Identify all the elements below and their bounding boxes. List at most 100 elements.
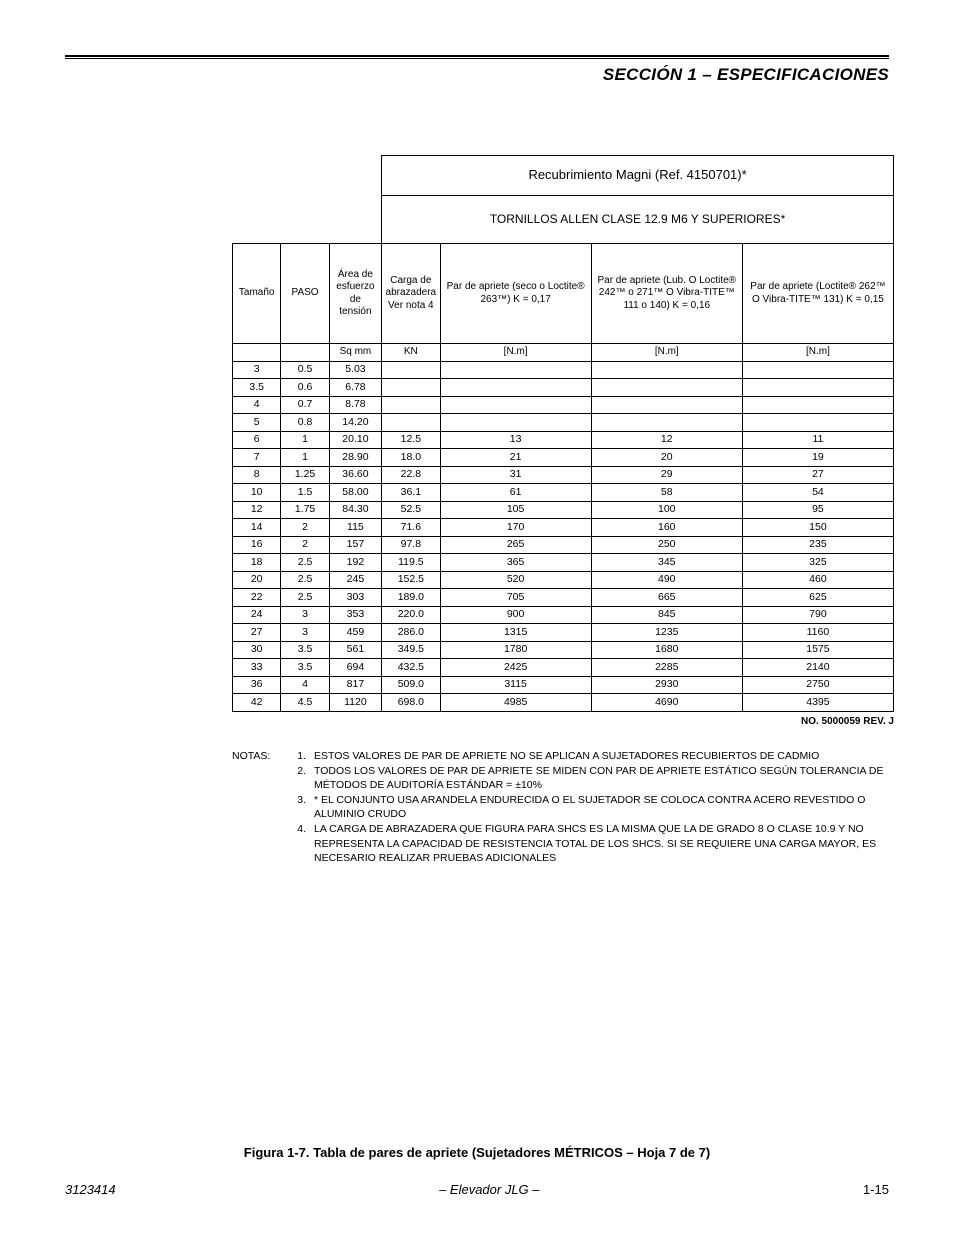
table-row: 14211571.6170160150 xyxy=(233,519,894,537)
table-cell: 665 xyxy=(591,589,742,607)
table-cell: 27 xyxy=(742,466,893,484)
table-cell: 189.0 xyxy=(382,589,440,607)
table-cell: 84.30 xyxy=(329,501,381,519)
table-cell: 845 xyxy=(591,606,742,624)
table-row: 333.5694432.5242522852140 xyxy=(233,659,894,677)
table-cell: 12 xyxy=(591,431,742,449)
table-cell: 3.5 xyxy=(281,659,329,677)
table-cell: 250 xyxy=(591,536,742,554)
table-row: 424.51120698.0498546904395 xyxy=(233,694,894,712)
table-cell: 95 xyxy=(742,501,893,519)
table-cell xyxy=(382,379,440,397)
table-cell: 71.6 xyxy=(382,519,440,537)
table-cell: 325 xyxy=(742,554,893,572)
table-cell: 3 xyxy=(281,606,329,624)
table-cell xyxy=(742,379,893,397)
table-cell: 20.10 xyxy=(329,431,381,449)
table-cell: 2285 xyxy=(591,659,742,677)
note-number: 2. xyxy=(290,764,306,792)
torque-table-container: Recubrimiento Magni (Ref. 4150701)* TORN… xyxy=(232,155,894,727)
table-cell: 115 xyxy=(329,519,381,537)
table-cell: 31 xyxy=(440,466,591,484)
table-cell: 345 xyxy=(591,554,742,572)
table-cell: 4 xyxy=(281,676,329,694)
table-row: 40.78.78 xyxy=(233,396,894,414)
table-cell: 2.5 xyxy=(281,589,329,607)
notes-label: NOTAS: xyxy=(232,749,290,866)
table-cell: 152.5 xyxy=(382,571,440,589)
note-item: 2. TODOS LOS VALORES DE PAR DE APRIETE SE… xyxy=(290,764,892,792)
table-cell: 2425 xyxy=(440,659,591,677)
table-cell: 11 xyxy=(742,431,893,449)
table-cell: 2.5 xyxy=(281,571,329,589)
table-cell: 2140 xyxy=(742,659,893,677)
table-cell: 509.0 xyxy=(382,676,440,694)
footer-right: 1-15 xyxy=(863,1182,889,1197)
table-cell xyxy=(591,396,742,414)
table-cell: 460 xyxy=(742,571,893,589)
table-row: 50.814.20 xyxy=(233,414,894,432)
column-header: Área de esfuerzo de tensión xyxy=(329,244,381,344)
table-cell: 100 xyxy=(591,501,742,519)
table-cell: 900 xyxy=(440,606,591,624)
table-cell: 2.5 xyxy=(281,554,329,572)
unit-cell: [N.m] xyxy=(742,344,893,362)
table-cell: 2930 xyxy=(591,676,742,694)
table-row: 16215797.8265250235 xyxy=(233,536,894,554)
table-cell: 36.1 xyxy=(382,484,440,502)
column-header: Par de apriete (Lub. O Loctite® 242™ o 2… xyxy=(591,244,742,344)
table-row: 303.5561349.5178016801575 xyxy=(233,641,894,659)
table-cell: 19 xyxy=(742,449,893,467)
table-cell: 20 xyxy=(591,449,742,467)
table-cell: 3 xyxy=(281,624,329,642)
table-cell: 36.60 xyxy=(329,466,381,484)
table-cell: 432.5 xyxy=(382,659,440,677)
table-cell: 24 xyxy=(233,606,281,624)
table-cell: 22.8 xyxy=(382,466,440,484)
table-top-header: Recubrimiento Magni (Ref. 4150701)* xyxy=(382,156,894,196)
table-cell: 16 xyxy=(233,536,281,554)
page-footer: 3123414 – Elevador JLG – 1-15 xyxy=(65,1182,889,1197)
table-cell xyxy=(591,361,742,379)
table-cell: 698.0 xyxy=(382,694,440,712)
table-cell: 790 xyxy=(742,606,893,624)
table-cell: 1120 xyxy=(329,694,381,712)
table-cell: 625 xyxy=(742,589,893,607)
unit-cell xyxy=(233,344,281,362)
table-cell: 30 xyxy=(233,641,281,659)
table-cell xyxy=(742,361,893,379)
table-row: 101.558.0036.1615854 xyxy=(233,484,894,502)
table-cell: 220.0 xyxy=(382,606,440,624)
table-cell: 1.75 xyxy=(281,501,329,519)
table-cell: 4 xyxy=(233,396,281,414)
figure-caption: Figura 1-7. Tabla de pares de apriete (S… xyxy=(0,1145,954,1160)
table-cell: 1.25 xyxy=(281,466,329,484)
table-cell: 4.5 xyxy=(281,694,329,712)
table-cell: 365 xyxy=(440,554,591,572)
footer-left: 3123414 xyxy=(65,1182,116,1197)
table-cell xyxy=(742,396,893,414)
table-row: 121.7584.3052.510510095 xyxy=(233,501,894,519)
table-cell xyxy=(440,361,591,379)
table-row: 182.5192119.5365345325 xyxy=(233,554,894,572)
table-cell: 459 xyxy=(329,624,381,642)
section-title: SECCIÓN 1 – ESPECIFICACIONES xyxy=(65,65,889,85)
unit-cell xyxy=(281,344,329,362)
note-item: 1.ESTOS VALORES DE PAR DE APRIETE NO SE … xyxy=(290,749,892,763)
table-cell: 8.78 xyxy=(329,396,381,414)
table-row: 7128.9018.0212019 xyxy=(233,449,894,467)
table-cell: 3115 xyxy=(440,676,591,694)
note-text: TODOS LOS VALORES DE PAR DE APRIETE SE M… xyxy=(314,764,892,792)
table-cell: 119.5 xyxy=(382,554,440,572)
unit-cell: [N.m] xyxy=(591,344,742,362)
footer-center: – Elevador JLG – xyxy=(439,1182,539,1197)
table-cell xyxy=(440,396,591,414)
table-cell: 2 xyxy=(281,519,329,537)
table-row: 243353220.0900845790 xyxy=(233,606,894,624)
table-cell: 1575 xyxy=(742,641,893,659)
table-cell: 61 xyxy=(440,484,591,502)
table-cell: 29 xyxy=(591,466,742,484)
table-cell: 150 xyxy=(742,519,893,537)
note-text: * EL CONJUNTO USA ARANDELA ENDURECIDA O … xyxy=(314,793,892,821)
table-cell: 14.20 xyxy=(329,414,381,432)
